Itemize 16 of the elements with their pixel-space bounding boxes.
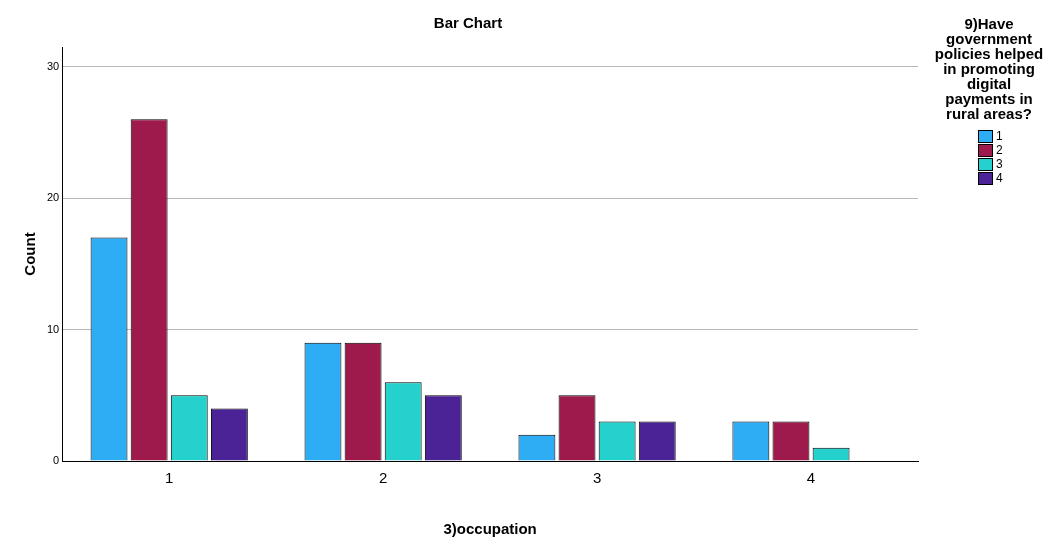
x-tick-label: 1	[165, 469, 174, 487]
x-tick-label: 4	[806, 469, 816, 487]
chart-title: Bar Chart	[433, 14, 503, 32]
legend-label: 4	[996, 171, 1003, 185]
x-axis-title: 3)occupation	[443, 520, 537, 538]
legend-label: 1	[996, 129, 1003, 143]
x-tick-label: 2	[378, 469, 388, 487]
legend-title: 9)Have government policies helped in promoting digital payments in rural areas?	[933, 15, 1045, 122]
legend-label: 3	[996, 157, 1003, 171]
y-tick-label: 10	[46, 322, 60, 335]
y-axis-title: Count	[21, 232, 39, 276]
x-tick-label: 3	[592, 469, 602, 487]
y-tick-label: 30	[46, 59, 60, 72]
y-tick-label: 0	[53, 454, 60, 467]
legend-label: 2	[996, 143, 1003, 157]
y-tick-label: 20	[46, 191, 60, 204]
